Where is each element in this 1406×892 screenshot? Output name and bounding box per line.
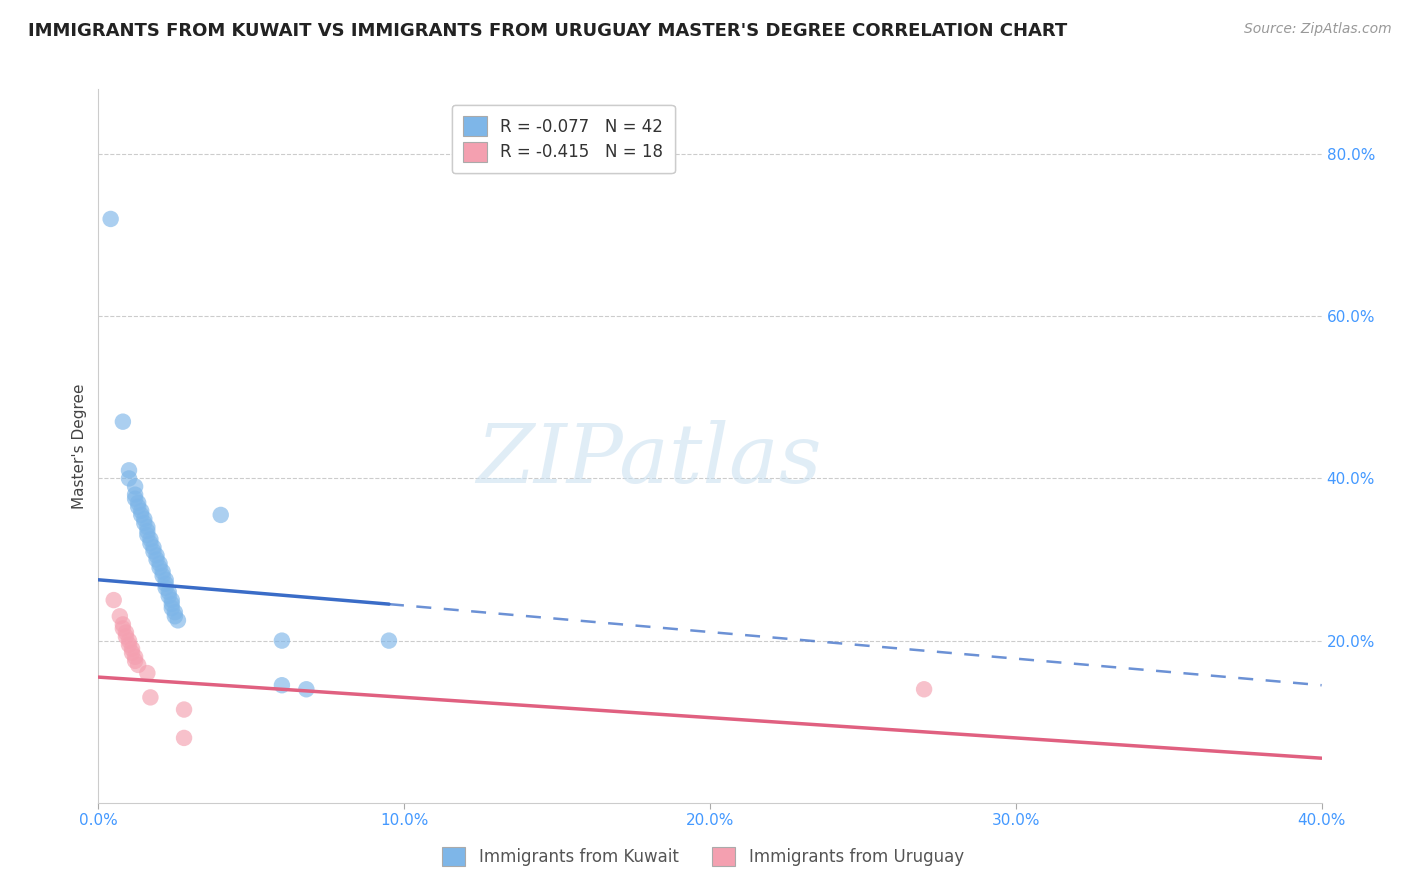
Point [115, 625, 138, 640]
Point [121, 641, 143, 656]
Point [124, 491, 146, 506]
Point [145, 552, 167, 566]
Point [136, 666, 159, 681]
Point [157, 585, 180, 599]
Point [136, 528, 159, 542]
Point [160, 597, 183, 611]
Text: Source: ZipAtlas.com: Source: ZipAtlas.com [1244, 22, 1392, 37]
Point [127, 500, 149, 514]
Point [155, 581, 177, 595]
Point [111, 622, 134, 636]
Point [124, 479, 146, 493]
Point [139, 690, 162, 705]
Point [173, 702, 195, 716]
Point [160, 601, 183, 615]
Point [295, 682, 318, 697]
Point [270, 678, 292, 692]
Point [118, 471, 141, 485]
Point [124, 488, 146, 502]
Point [173, 731, 195, 745]
Legend: R = -0.077   N = 42, R = -0.415   N = 18: R = -0.077 N = 42, R = -0.415 N = 18 [451, 104, 675, 173]
Point [129, 504, 152, 518]
Point [167, 613, 190, 627]
Point [149, 560, 172, 574]
Point [124, 649, 146, 664]
Legend: Immigrants from Kuwait, Immigrants from Uruguay: Immigrants from Kuwait, Immigrants from … [434, 838, 972, 875]
Point [145, 549, 167, 563]
Point [134, 512, 156, 526]
Point [118, 638, 141, 652]
Point [209, 508, 232, 522]
Point [163, 605, 186, 619]
Point [160, 593, 183, 607]
Point [139, 533, 162, 547]
Point [139, 536, 162, 550]
Point [121, 646, 143, 660]
Point [136, 524, 159, 538]
Point [163, 609, 186, 624]
Point [111, 617, 134, 632]
Point [270, 633, 292, 648]
Point [100, 211, 122, 226]
Point [155, 577, 177, 591]
Point [155, 573, 177, 587]
Point [142, 544, 165, 558]
Point [142, 541, 165, 555]
Point [127, 496, 149, 510]
Y-axis label: Master's Degree: Master's Degree [72, 384, 87, 508]
Point [118, 463, 141, 477]
Point [152, 568, 174, 582]
Point [157, 589, 180, 603]
Text: ZIPatlas: ZIPatlas [477, 420, 821, 500]
Point [134, 516, 156, 530]
Point [129, 508, 152, 522]
Point [378, 633, 401, 648]
Point [124, 654, 146, 668]
Point [118, 633, 141, 648]
Point [115, 630, 138, 644]
Point [103, 593, 125, 607]
Point [136, 520, 159, 534]
Point [152, 565, 174, 579]
Point [111, 415, 134, 429]
Point [127, 657, 149, 672]
Point [108, 609, 131, 624]
Point [149, 557, 172, 571]
Point [912, 682, 935, 697]
Text: IMMIGRANTS FROM KUWAIT VS IMMIGRANTS FROM URUGUAY MASTER'S DEGREE CORRELATION CH: IMMIGRANTS FROM KUWAIT VS IMMIGRANTS FRO… [28, 22, 1067, 40]
